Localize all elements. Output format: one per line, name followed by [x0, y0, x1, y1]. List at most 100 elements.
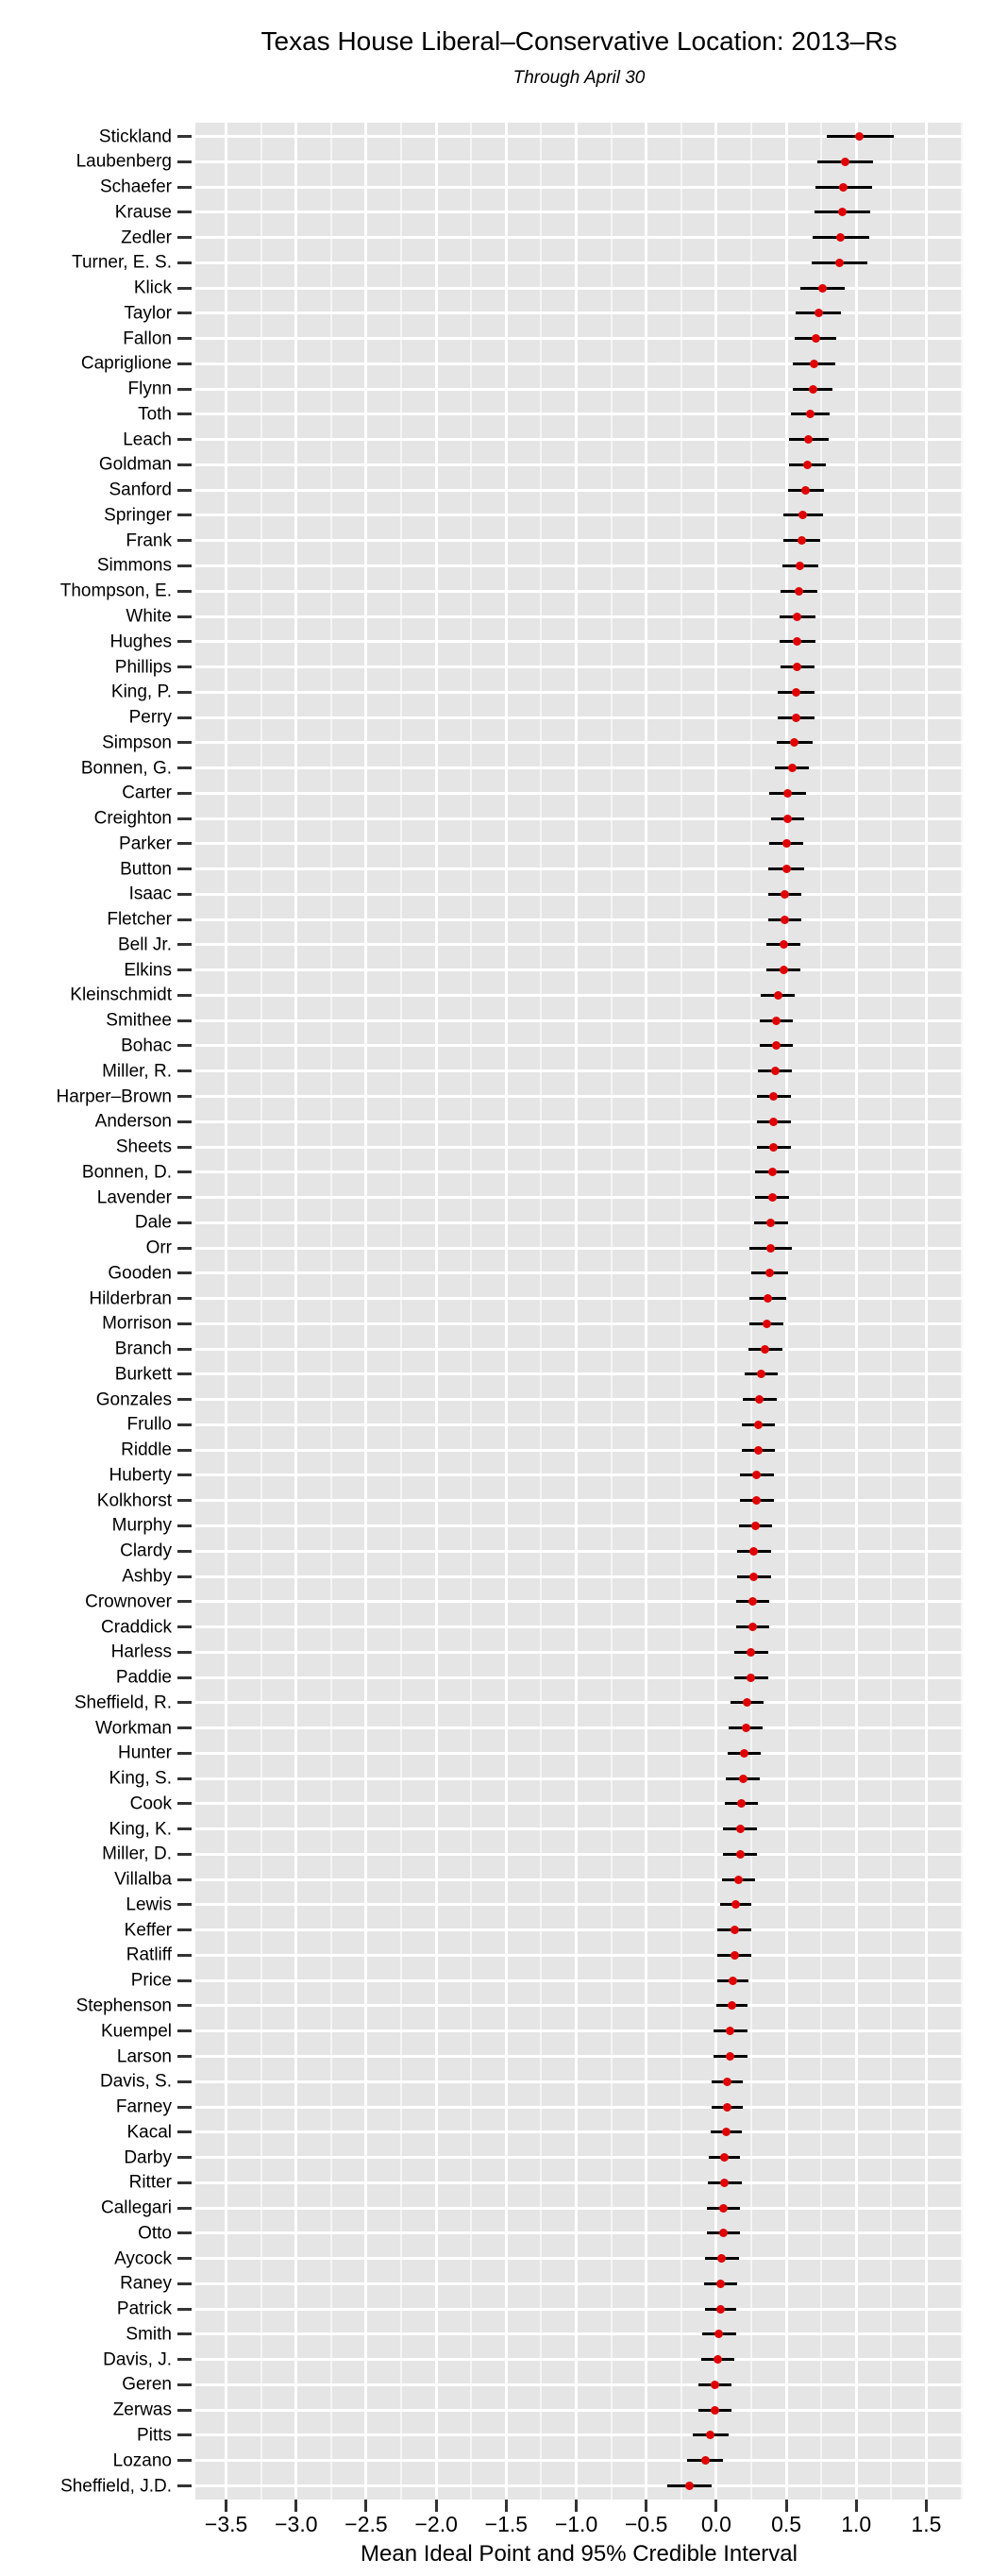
y-tick [177, 1170, 192, 1174]
y-tick [177, 2079, 192, 2083]
gridline-major [645, 123, 648, 2500]
y-tick [177, 2382, 192, 2386]
row-gridline [195, 1246, 963, 1250]
row-label: Crownover [85, 1591, 172, 1612]
row-label: Laubenberg [76, 151, 172, 172]
gridline-major [294, 123, 298, 2500]
row-gridline [195, 236, 963, 240]
y-tick [177, 2281, 192, 2285]
point-estimate [740, 1748, 749, 1758]
row-label: Sheffield, J.D. [60, 2476, 172, 2496]
row-gridline [195, 514, 963, 517]
row-label: Lewis [126, 1894, 172, 1915]
x-tick [364, 2500, 368, 2512]
row-label: Krause [114, 202, 172, 223]
point-estimate [834, 258, 844, 267]
row-label: Simmons [96, 555, 172, 576]
point-estimate [717, 2254, 727, 2264]
y-tick [177, 1372, 192, 1376]
point-estimate [764, 1294, 773, 1304]
y-tick [177, 1473, 192, 1477]
y-tick [177, 1675, 192, 1679]
row-gridline [195, 2004, 963, 2008]
row-label: Cook [129, 1793, 172, 1814]
row-label: Davis, S. [99, 2071, 172, 2092]
row-gridline [195, 135, 963, 138]
gridline-major [434, 123, 438, 2500]
row-gridline [195, 387, 963, 391]
point-estimate [781, 839, 791, 849]
row-gridline [195, 1069, 963, 1073]
point-estimate [710, 2380, 719, 2389]
y-tick [177, 1726, 192, 1730]
point-estimate [741, 1724, 750, 1733]
row-label: Morrison [102, 1313, 172, 1334]
row-gridline [195, 337, 963, 341]
gridline-minor [890, 123, 893, 2500]
row-gridline [195, 1221, 963, 1224]
y-tick [177, 589, 192, 593]
y-tick [177, 1776, 192, 1780]
y-tick [177, 1877, 192, 1881]
y-tick [177, 1271, 192, 1275]
point-estimate [706, 2431, 715, 2440]
point-estimate [743, 1698, 752, 1708]
row-gridline [195, 1701, 963, 1705]
row-label: Branch [114, 1339, 172, 1359]
y-tick [177, 1903, 192, 1907]
point-estimate [783, 814, 793, 823]
y-tick [177, 2206, 192, 2210]
row-gridline [195, 1903, 963, 1907]
y-tick [177, 1600, 192, 1604]
point-estimate [770, 1067, 780, 1076]
row-gridline [195, 867, 963, 871]
row-gridline [195, 943, 963, 947]
row-gridline [195, 615, 963, 618]
row-gridline [195, 2307, 963, 2311]
row-gridline [195, 640, 963, 644]
row-label: Villalba [114, 1869, 172, 1890]
row-gridline [195, 1473, 963, 1477]
y-tick [177, 261, 192, 264]
point-estimate [818, 283, 828, 293]
row-label: Stephenson [76, 1995, 172, 2016]
point-estimate [714, 2330, 724, 2339]
row-gridline [195, 564, 963, 567]
y-tick [177, 1751, 192, 1755]
point-estimate [769, 1117, 779, 1126]
y-tick [177, 1852, 192, 1856]
row-label: Elkins [124, 960, 172, 981]
row-label: Zedler [121, 227, 172, 248]
y-tick [177, 690, 192, 694]
row-label: Hunter [117, 1743, 172, 1763]
point-estimate [766, 1243, 776, 1253]
gridline-major [924, 123, 928, 2500]
y-tick [177, 791, 192, 795]
y-tick [177, 993, 192, 997]
gridline-minor [470, 123, 473, 2500]
point-estimate [767, 1168, 777, 1177]
point-estimate [837, 208, 847, 217]
y-tick [177, 135, 192, 138]
row-gridline [195, 1574, 963, 1578]
row-label: Toth [138, 404, 172, 425]
row-gridline [195, 1423, 963, 1426]
point-estimate [753, 1420, 763, 1429]
row-label: Harper–Brown [56, 1086, 173, 1106]
x-tick [225, 2500, 228, 2512]
point-estimate [685, 2482, 695, 2490]
y-tick [177, 2332, 192, 2336]
point-estimate [721, 2128, 731, 2137]
y-tick [177, 311, 192, 315]
y-tick [177, 2408, 192, 2412]
row-label: Sanford [109, 480, 172, 500]
row-gridline [195, 2180, 963, 2184]
y-tick [177, 1019, 192, 1022]
row-label: Goldman [98, 454, 172, 475]
y-tick [177, 1524, 192, 1527]
row-gridline [195, 716, 963, 719]
point-estimate [715, 2304, 725, 2314]
y-tick [177, 1145, 192, 1149]
y-tick [177, 665, 192, 669]
y-tick [177, 1297, 192, 1301]
